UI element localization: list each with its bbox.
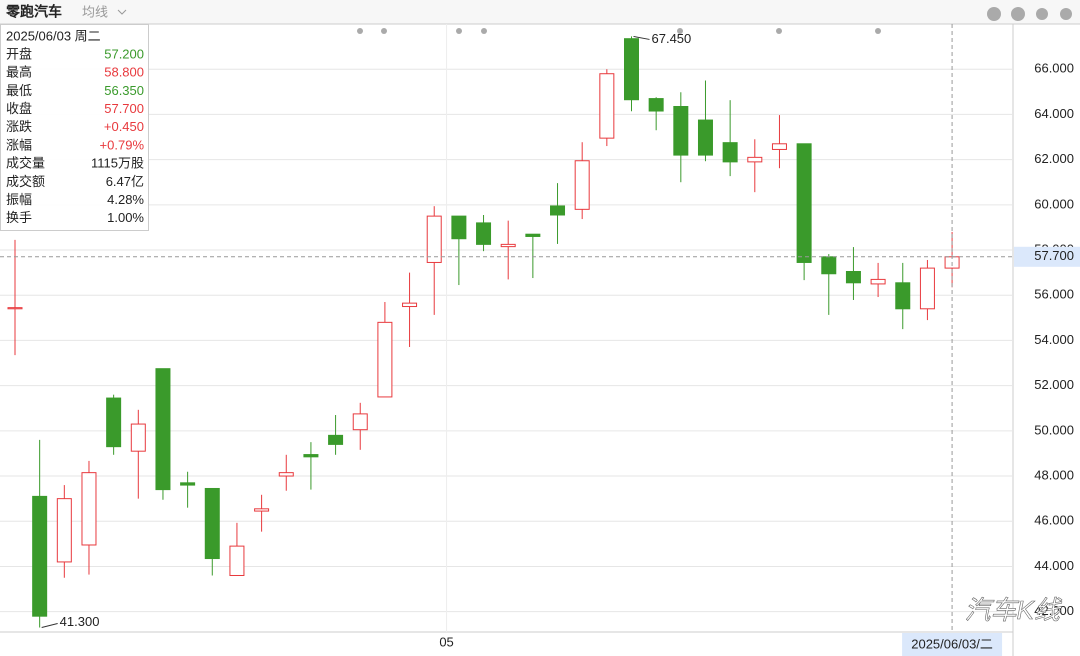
dropdown-arrow[interactable] xyxy=(117,9,127,15)
info-label: 振幅 xyxy=(6,192,32,207)
y-tick-label: 60.000 xyxy=(1034,196,1074,211)
candle-body xyxy=(32,495,48,617)
candle-body xyxy=(130,423,146,452)
candle-body xyxy=(722,142,738,163)
info-value: 6.47亿 xyxy=(106,174,144,189)
info-date: 2025/06/03 周二 xyxy=(6,28,101,43)
y-tick-label: 54.000 xyxy=(1034,332,1074,347)
y-tick-label: 64.000 xyxy=(1034,106,1074,121)
info-label: 成交额 xyxy=(6,174,45,189)
candle-body xyxy=(352,413,368,431)
candle-body xyxy=(895,282,911,310)
annotation-label: 67.450 xyxy=(652,31,692,46)
candle-body xyxy=(796,143,812,263)
y-tick-label: 48.000 xyxy=(1034,467,1074,482)
event-markers xyxy=(357,28,881,34)
info-label: 最低 xyxy=(6,83,32,98)
info-panel-box xyxy=(0,24,149,231)
candle-body xyxy=(106,397,122,448)
candle-body xyxy=(451,215,467,240)
info-value: 1115万股 xyxy=(91,156,144,171)
info-label: 成交量 xyxy=(6,156,45,171)
y-tick-label: 52.000 xyxy=(1034,377,1074,392)
candle-body xyxy=(648,98,664,112)
info-value: 57.700 xyxy=(104,101,144,116)
candle-body xyxy=(821,256,837,275)
candle-body xyxy=(155,368,171,491)
y-tick-label: 46.000 xyxy=(1034,513,1074,528)
info-value: +0.79% xyxy=(100,137,145,152)
candle-body xyxy=(7,307,23,310)
zoom-in[interactable] xyxy=(1011,7,1025,21)
y-tick-label: 62.000 xyxy=(1034,151,1074,166)
zoom-out[interactable] xyxy=(987,7,1001,21)
candle-body xyxy=(550,205,566,216)
annotation-arrow xyxy=(633,35,650,40)
candle-body xyxy=(525,233,541,237)
info-value: +0.450 xyxy=(104,119,144,134)
info-value: 56.350 xyxy=(104,83,144,98)
candle-body xyxy=(402,302,418,308)
indicator-select[interactable]: 均线 xyxy=(82,4,108,19)
y-tick-label: 50.000 xyxy=(1034,422,1074,437)
info-label: 开盘 xyxy=(6,46,32,61)
y-tick-label: 66.000 xyxy=(1034,61,1074,76)
candle-body xyxy=(697,119,713,156)
settings[interactable] xyxy=(1036,8,1048,20)
info-panel: 2025/06/03 周二 开盘 57.200 最高 58.800 最低 56.350 收盘… xyxy=(0,24,149,231)
candle-body xyxy=(624,38,639,101)
stock-name: 零跑汽车 xyxy=(5,4,62,20)
candle-body xyxy=(229,545,245,576)
candle-body xyxy=(673,105,689,156)
annotation-label: 41.300 xyxy=(60,614,100,629)
candle-body xyxy=(500,243,516,248)
info-label: 涨幅 xyxy=(6,137,32,152)
y-tick-label: 56.000 xyxy=(1034,287,1074,302)
candle-body xyxy=(56,498,72,563)
top-bar xyxy=(0,0,1080,24)
candle-body xyxy=(303,454,319,458)
crosshair-y-label: 57.700 xyxy=(1034,248,1074,263)
toolbar-icons xyxy=(987,7,1072,21)
candle-body xyxy=(599,73,615,139)
candle-body xyxy=(81,472,97,546)
watermark: 汽车K线 xyxy=(965,595,1063,625)
y-tick-label: 44.000 xyxy=(1034,558,1074,573)
info-value: 4.28% xyxy=(107,192,144,207)
candle-body xyxy=(845,270,861,284)
candle-body xyxy=(180,482,196,486)
candle-body xyxy=(328,434,344,445)
info-value: 57.200 xyxy=(104,46,144,61)
candle-body xyxy=(254,508,270,512)
x-tick-label: 05 xyxy=(439,634,453,649)
info-label: 涨跌 xyxy=(6,119,32,134)
info-value: 58.800 xyxy=(104,65,144,80)
candle-body xyxy=(870,278,886,285)
candle-body xyxy=(574,160,590,210)
candle-body xyxy=(377,321,393,398)
info-label: 最高 xyxy=(6,65,32,80)
info-label: 收盘 xyxy=(6,101,32,116)
annotation-arrow xyxy=(41,622,58,628)
crosshair-x-box xyxy=(902,633,1003,656)
candle-body xyxy=(204,487,220,560)
crosshair-x-label: 2025/06/03/二 xyxy=(911,636,993,651)
crosshair-y-box xyxy=(1014,246,1080,267)
candle-body xyxy=(426,215,442,263)
fullscreen[interactable] xyxy=(1060,8,1072,20)
candle-body xyxy=(771,143,787,150)
candle-body xyxy=(278,472,294,477)
candle-body xyxy=(919,267,935,310)
info-label: 换手 xyxy=(6,210,32,225)
y-tick-label: 42.000 xyxy=(1034,603,1074,618)
info-value: 1.00% xyxy=(107,210,144,225)
candle-body xyxy=(747,156,763,163)
candle-body xyxy=(476,222,492,245)
